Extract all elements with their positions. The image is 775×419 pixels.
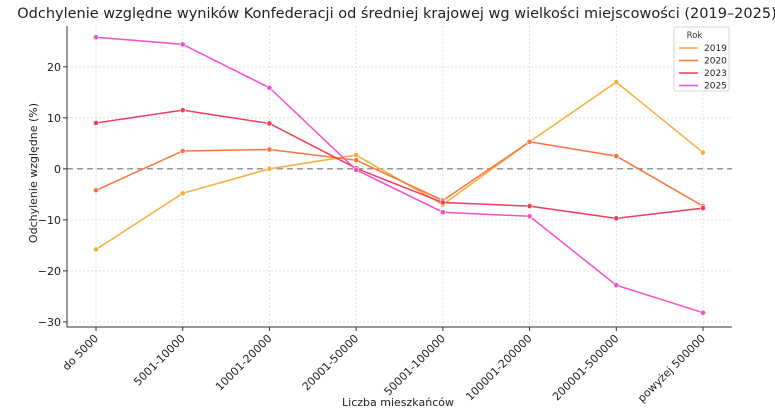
x-tick-label: powyżej 500000 [635, 332, 708, 405]
chart-title: Odchylenie względne wyników Konfederacji… [17, 6, 775, 22]
grid [67, 26, 732, 327]
x-tick-label: 20001-50000 [300, 332, 361, 393]
data-point [179, 107, 186, 114]
data-point [353, 152, 360, 158]
x-tick-label: 10001-20000 [213, 332, 274, 393]
data-point [700, 205, 706, 212]
legend-entry-2019: 2019 [679, 44, 727, 54]
legend-label: 2023 [704, 69, 727, 79]
data-point [613, 153, 620, 159]
series-line-2019 [95, 81, 704, 251]
data-point [526, 213, 533, 220]
y-tick-label: 0 [54, 163, 61, 176]
series-line-2023 [95, 109, 704, 220]
data-point [266, 146, 273, 153]
series-2020 [93, 138, 706, 209]
data-point [613, 79, 620, 86]
legend-entry-2025: 2025 [679, 82, 727, 92]
data-point [93, 34, 99, 41]
data-point [93, 246, 99, 253]
data-point [179, 190, 186, 197]
series-2025 [93, 34, 706, 316]
data-point [353, 157, 360, 164]
y-tick-label: 20 [47, 61, 61, 74]
x-axis-label: Liczba mieszkańców [342, 396, 454, 409]
series-2019 [93, 79, 706, 253]
x-tick-label: 100001-200000 [463, 332, 534, 403]
data-point [93, 187, 99, 194]
legend-label: 2020 [704, 57, 727, 67]
legend-title: Rok [687, 31, 703, 41]
legend-box [673, 26, 730, 92]
data-point [93, 120, 99, 126]
series-group [93, 34, 706, 316]
data-point [439, 209, 446, 216]
data-point [700, 309, 706, 316]
series-line-2025 [95, 36, 704, 314]
y-axis-label: Odchylenie względne (%) [27, 103, 40, 243]
data-point [353, 166, 360, 173]
data-point [700, 149, 706, 156]
y-tick-label: −30 [38, 316, 61, 329]
data-point [266, 120, 273, 127]
y-tick-labels: 20 10 0 −10 −20 −30 [38, 61, 67, 329]
x-tick-label: 5001-10000 [131, 332, 188, 389]
axes [66, 26, 732, 328]
data-point [613, 282, 620, 289]
data-point [266, 165, 273, 172]
x-tick-label: do 5000 [60, 332, 101, 373]
y-tick-label: 10 [47, 112, 61, 125]
legend-label: 2019 [704, 44, 727, 54]
y-tick-label: −20 [38, 265, 61, 278]
legend-entry-2020: 2020 [679, 57, 727, 67]
x-tick-label: 200001-500000 [550, 332, 621, 403]
data-point [179, 41, 186, 48]
data-point [526, 203, 533, 209]
legend-entry-2023: 2023 [679, 69, 727, 79]
data-point [526, 138, 533, 145]
data-point [439, 199, 446, 206]
legend-label: 2025 [704, 82, 727, 92]
data-point [179, 148, 186, 154]
data-point [266, 84, 273, 91]
series-2023 [93, 107, 706, 222]
y-tick-label: −10 [38, 214, 61, 227]
x-tick-label: 50001-100000 [382, 332, 448, 398]
x-tick-labels: do 5000 5001-10000 10001-20000 20001-50000 5… [60, 327, 708, 405]
data-point [613, 215, 620, 222]
series-line-2020 [95, 141, 704, 207]
